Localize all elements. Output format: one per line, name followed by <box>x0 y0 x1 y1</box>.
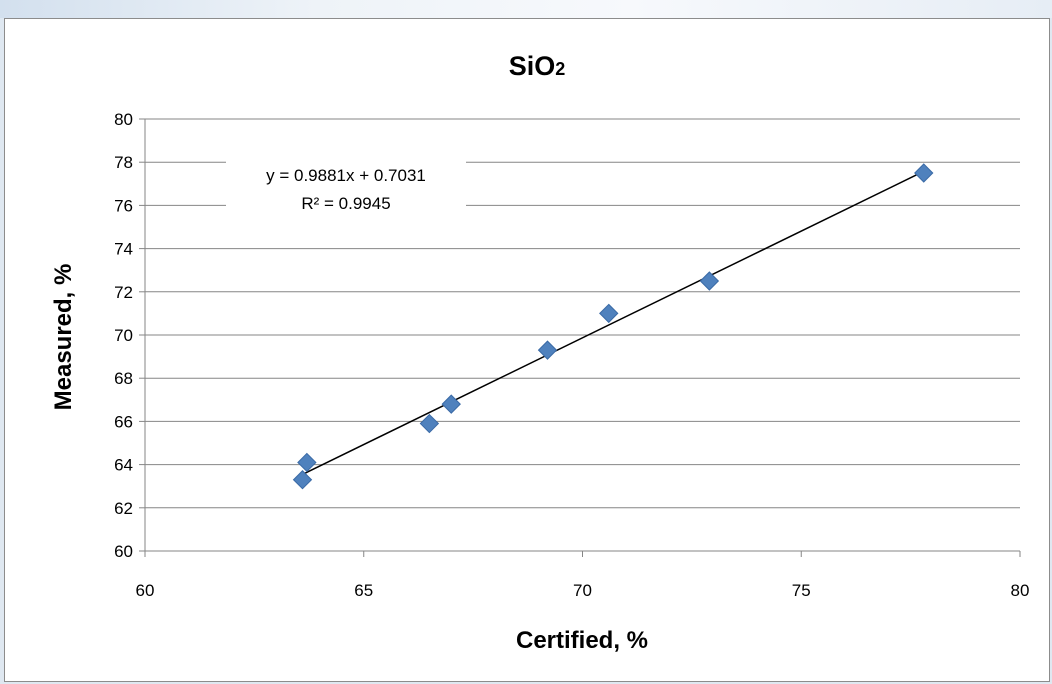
data-point <box>914 163 934 183</box>
y-axis-title: Measured, % <box>50 264 77 411</box>
data-point <box>419 413 440 434</box>
x-tick-label: 75 <box>792 581 811 600</box>
y-tick-label: 74 <box>114 240 133 259</box>
data-point <box>297 452 317 473</box>
r-squared-text: R² = 0.9945 <box>301 194 390 213</box>
x-tick-label: 60 <box>136 581 155 600</box>
data-point <box>699 271 720 291</box>
data-points <box>292 163 934 490</box>
y-tick-label: 60 <box>114 542 133 561</box>
chart-title-main: SiO <box>509 51 556 81</box>
x-tick-labels: 60 65 70 75 80 <box>136 551 1030 600</box>
chart-frame <box>4 18 1050 682</box>
equation-text: y = 0.9881x + 0.7031 <box>266 166 426 185</box>
y-tick-label: 78 <box>114 153 133 172</box>
trendline-path <box>302 170 925 476</box>
y-tick-label: 76 <box>114 196 133 215</box>
data-point <box>441 394 461 414</box>
y-tick-label: 64 <box>114 456 133 475</box>
y-tick-label: 62 <box>114 499 133 518</box>
y-tick-label: 68 <box>114 369 133 388</box>
y-tick-labels: 60 62 64 66 68 70 72 74 76 78 80 <box>114 110 145 561</box>
y-tick-label: 72 <box>114 283 133 302</box>
data-point <box>537 340 558 360</box>
y-tick-label: 66 <box>114 412 133 431</box>
trendline-equation-label: y = 0.9881x + 0.7031 R² = 0.9945 <box>226 155 466 217</box>
chart-title-subscript: 2 <box>555 59 565 79</box>
x-axis-title: Certified, % <box>516 627 648 654</box>
x-tick-label: 70 <box>573 581 592 600</box>
x-tick-label: 65 <box>354 581 373 600</box>
x-tick-label: 80 <box>1011 581 1030 600</box>
chart-title: SiO2 <box>509 51 566 81</box>
window-top-band <box>0 0 1052 18</box>
data-point <box>292 470 313 490</box>
data-point <box>599 303 619 324</box>
equation-label-background <box>226 155 466 217</box>
trendline <box>302 170 925 476</box>
y-tick-label: 80 <box>114 110 133 129</box>
y-tick-label: 70 <box>114 326 133 345</box>
